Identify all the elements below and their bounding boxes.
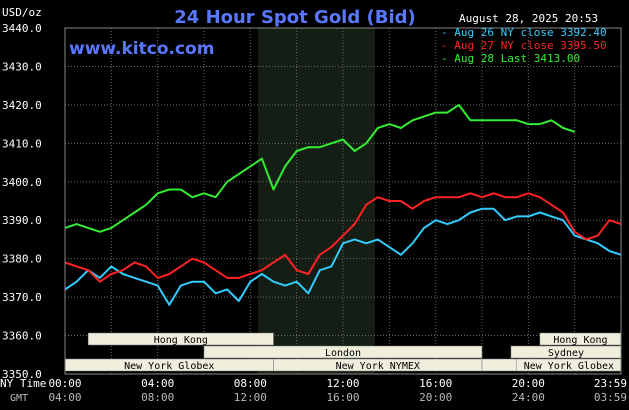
market-sessions: Hong Kong London New York Globex New York N… bbox=[64, 332, 622, 372]
x-tick-label: 04:00 bbox=[141, 377, 174, 390]
session-label: Hong Kong bbox=[154, 335, 208, 346]
series-line-0 bbox=[64, 207, 622, 306]
y-tick-label: 3400.0 bbox=[2, 176, 42, 189]
plot-frame bbox=[64, 27, 622, 375]
y-tick-label: 3390.0 bbox=[2, 214, 42, 227]
y-tick-label: 3410.0 bbox=[2, 137, 42, 150]
legend-aug26: - Aug 26 NY close 3392.40 bbox=[441, 26, 607, 39]
x-tick-label: 00:00 bbox=[48, 377, 81, 390]
session-label: New York Globex bbox=[524, 361, 614, 372]
x-tick-label: 16:00 bbox=[419, 377, 452, 390]
y-tick-label: 3420.0 bbox=[2, 99, 42, 112]
legend-aug28: - Aug 28 Last 3413.00 bbox=[441, 52, 580, 65]
y-tick-label: 3380.0 bbox=[2, 253, 42, 266]
gmt-tick-label: 24:00 bbox=[512, 391, 545, 404]
y-tick-label: 3360.0 bbox=[2, 330, 42, 343]
brand-link[interactable]: www.kitco.com bbox=[69, 39, 214, 59]
x-tick-label: 23:59 bbox=[594, 377, 627, 390]
session-label: Sydney bbox=[548, 348, 584, 359]
unit-label: USD/oz bbox=[2, 6, 42, 19]
chart-title: 24 Hour Spot Gold (Bid) bbox=[174, 7, 415, 28]
gmt-tick-label: 04:00 bbox=[48, 391, 81, 404]
x-tick-label: 12:00 bbox=[326, 377, 359, 390]
series-line-1 bbox=[64, 192, 622, 283]
y-tick-label: 3430.0 bbox=[2, 60, 42, 73]
series-line-2 bbox=[64, 103, 576, 233]
gmt-axis-title: GMT bbox=[10, 393, 28, 404]
session-label: Hong Kong bbox=[553, 335, 607, 346]
session-label: London bbox=[325, 348, 361, 359]
ny-time-axis-title: NY Time bbox=[0, 377, 46, 390]
session-label: New York Globex bbox=[124, 361, 214, 372]
nymex-session-shading bbox=[258, 28, 375, 374]
gmt-tick-label: 16:00 bbox=[326, 391, 359, 404]
y-tick-label: 3350.0 bbox=[2, 368, 42, 381]
x-tick-label: 20:00 bbox=[512, 377, 545, 390]
session-label: New York NYMEX bbox=[336, 361, 420, 372]
legend-aug27: - Aug 27 NY close 3395.50 bbox=[441, 39, 607, 52]
session-bar bbox=[87, 332, 274, 346]
gmt-tick-label: 08:00 bbox=[141, 391, 174, 404]
y-axis-ticks: 3350.0 3360.0 3370.0 3380.0 3390.0 3400.0 3410… bbox=[2, 22, 42, 381]
y-tick-label: 3440.0 bbox=[2, 22, 42, 35]
price-lines bbox=[64, 103, 622, 306]
y-tick-label: 3370.0 bbox=[2, 291, 42, 304]
gmt-tick-label: 03:59 bbox=[594, 391, 627, 404]
gmt-tick-label: 12:00 bbox=[234, 391, 267, 404]
session-bar bbox=[203, 345, 483, 359]
x-axis-ticks: 00:0004:0004:0008:0008:0012:0012:0016:00… bbox=[48, 377, 627, 404]
x-tick-label: 08:00 bbox=[234, 377, 267, 390]
timestamp: August 28, 2025 20:53 bbox=[459, 12, 598, 25]
gmt-tick-label: 20:00 bbox=[419, 391, 452, 404]
legend: - Aug 26 NY close 3392.40 - Aug 27 NY cl… bbox=[441, 26, 607, 65]
